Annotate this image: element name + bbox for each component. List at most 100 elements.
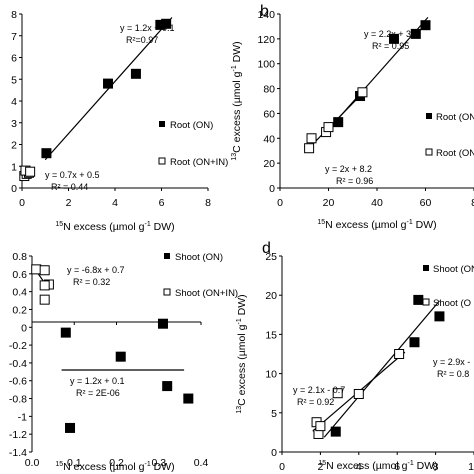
series-1-equation: y = 1.2x + 0.1 <box>120 23 175 33</box>
x-axis-label-main: N excess (µmol g <box>325 219 406 231</box>
filled-square-point <box>388 33 399 44</box>
data-points <box>31 264 194 433</box>
open-square-point <box>332 388 343 399</box>
x-axis-label-superscript: 15 <box>55 461 63 468</box>
panel-d: d 0 2 4 6 8 10 0 5 10 15 20 25 y = 2.1x - 0.7 R² = … <box>236 240 474 473</box>
legend-series-2: Shoot (O <box>433 298 471 309</box>
filled-square-point <box>115 351 126 362</box>
open-square-point <box>39 280 50 291</box>
series-1-equation: y = 2.2x + 3.1 <box>364 29 419 39</box>
x-tick-label: 60 <box>420 197 432 209</box>
x-tick-label: 2 <box>66 197 72 209</box>
filled-square-point <box>162 381 173 392</box>
tick-labels: 0.0 0.1 0.2 0.3 0.4 -1.4 -1.2 -1 -0.8 -0.6 -0.4 -0.… <box>9 251 209 469</box>
data-points <box>19 18 172 182</box>
y-axis-label-superscript: 13 <box>236 406 243 414</box>
y-tick-label: -0.4 <box>9 358 27 370</box>
series-1-equation: y = 1.2x + 0.1 <box>70 376 125 386</box>
filled-square-point <box>434 311 445 322</box>
series-1-r2: R² = 2E-06 <box>76 388 120 398</box>
y-tick-label: 0 <box>269 183 275 195</box>
panel-b: b 02040608020406080100120140 y = 2.2x + … <box>231 3 474 231</box>
y-tick-label: -0.2 <box>9 340 27 352</box>
fit-line-series-1 <box>44 17 173 161</box>
x-tick-label: 0.0 <box>25 457 40 469</box>
filled-square-point <box>330 426 341 437</box>
legend-series-1: Root (ON) <box>436 112 474 123</box>
y-tick-label: 60 <box>263 108 275 120</box>
y-tick-label: 25 <box>265 251 277 263</box>
legend-series-1: Shoot (ON) <box>175 252 223 263</box>
y-tick-label: 2 <box>11 140 17 152</box>
open-square-point <box>39 265 50 276</box>
series-2-r2: R² = 0.44 <box>51 182 88 192</box>
y-tick-label: 20 <box>263 158 275 170</box>
filled-square-point <box>161 18 172 29</box>
y-tick-label: -1 <box>18 411 27 423</box>
y-axis-label-main: C excess (µmol g <box>231 71 243 152</box>
filled-square-point <box>183 393 194 404</box>
panel-label-d: d <box>262 240 271 257</box>
legend-series-2: Shoot (ON+IN) <box>175 288 238 299</box>
y-tick-label: -1.2 <box>9 429 27 441</box>
y-tick-label: 100 <box>257 59 275 71</box>
open-square-point <box>323 122 334 133</box>
y-axis-label: 13C excess (µmol g-1 DW) <box>236 294 248 413</box>
x-axis-label: 15N excess (µmol g-1 DW) <box>55 461 174 473</box>
y-tick-label: 0.6 <box>12 269 27 281</box>
x-tick-label: 10 <box>468 461 474 473</box>
series-2-equation: y = 0.7x + 0.5 <box>45 170 100 180</box>
y-tick-label: 3 <box>11 118 17 130</box>
data-points <box>304 20 431 154</box>
legend-marker-open <box>422 298 430 306</box>
x-tick-label: 4 <box>356 461 362 473</box>
y-axis-label-main: C excess (µmol g <box>236 324 248 405</box>
y-tick-label: 0 <box>271 447 277 459</box>
x-axis-label-exponent: -1 <box>144 221 150 228</box>
y-tick-label: 5 <box>271 408 277 420</box>
tick-labels: 0 2 4 6 8 10 0 5 10 15 20 25 <box>265 251 474 473</box>
y-tick-label: 40 <box>263 133 275 145</box>
x-axis-label: 15N excess (µmol g-1 DW) <box>55 221 174 233</box>
x-tick-label: 8 <box>433 461 439 473</box>
series-2-r2: R² = 0.32 <box>73 277 110 287</box>
y-tick-label: 15 <box>265 329 277 341</box>
x-axis-label-main: N excess (µmol g <box>63 461 144 473</box>
x-tick-label: 0.1 <box>67 457 82 469</box>
x-tick-label: 8 <box>471 197 474 209</box>
filled-square-point <box>130 68 141 79</box>
x-tick-label: 6 <box>394 461 400 473</box>
x-tick-label: 6 <box>159 197 165 209</box>
y-tick-label: 120 <box>257 34 275 46</box>
open-square-point <box>394 349 405 359</box>
x-axis-label-unit: DW) <box>413 219 437 231</box>
open-square-point <box>25 166 36 177</box>
x-axis-label: 15N excess (µmol g-1 DW) <box>317 219 436 231</box>
x-axis-label-exponent: -1 <box>407 460 413 467</box>
x-axis-label-superscript: 15 <box>318 460 326 467</box>
y-axis-label-unit: DW) <box>231 41 243 65</box>
filled-square-point <box>60 327 71 338</box>
x-axis-label: 15N excess (µmol g-1 DW) <box>318 460 437 472</box>
x-axis-label-exponent: -1 <box>406 219 412 226</box>
panel-c: 0.0 0.1 0.2 0.3 0.4 -1.4 -1.2 -1 -0.8 -0.6 -0.4 -0.… <box>9 251 238 473</box>
y-tick-label: 4 <box>11 96 17 108</box>
filled-square-point <box>409 337 420 348</box>
y-axis-label-exponent: -1 <box>231 65 238 71</box>
y-tick-label: 20 <box>265 290 277 302</box>
y-axis-label-exponent: -1 <box>236 318 243 324</box>
open-square-point <box>39 294 50 305</box>
legend-marker-filled <box>426 113 432 119</box>
filled-square-point <box>103 78 114 89</box>
series-2-r2: R² = 0.92 <box>297 397 334 407</box>
legend-series-2: Root (ON+ <box>436 148 474 159</box>
x-tick-label: 8 <box>205 197 211 209</box>
legend-series-2: Root (ON+IN) <box>170 157 228 168</box>
series-1-r2: R² = 0.8 <box>437 369 469 379</box>
x-axis-label-unit: DW) <box>414 460 438 472</box>
filled-square-point <box>41 148 52 159</box>
y-tick-label: 0.2 <box>12 304 27 316</box>
y-tick-label: 10 <box>265 369 277 381</box>
y-axis-label-superscript: 13 <box>231 153 238 161</box>
